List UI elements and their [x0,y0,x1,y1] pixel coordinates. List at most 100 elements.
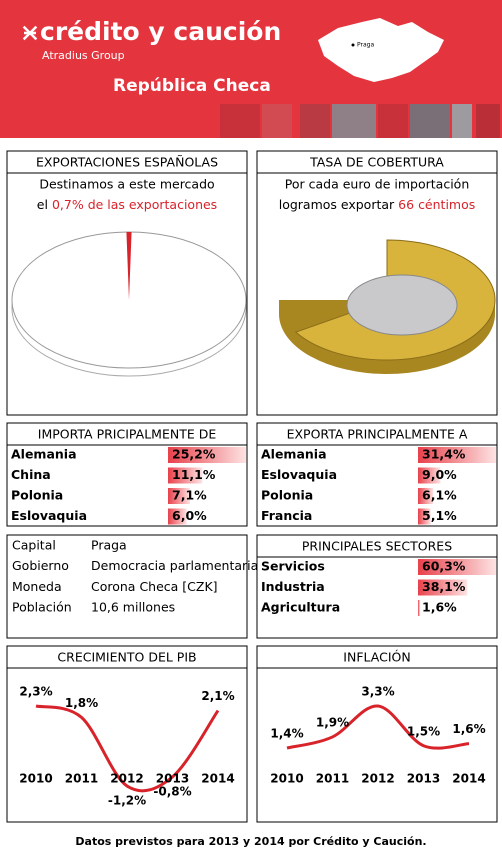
category-label: China [11,467,51,482]
line [286,704,470,750]
value-label: 1,4% [270,727,303,741]
value-label: 9,0% [422,467,457,482]
value-label: 1,5% [407,724,440,738]
logo-mark [22,25,38,41]
x-tick-label: 2011 [65,772,98,786]
panel-text: logramos exportar 66 céntimos [279,197,476,212]
value-label: 6,0% [172,508,207,523]
bar [418,467,441,484]
info-panel [6,534,248,639]
value-label: 60,3% [422,559,466,574]
panel-text: el 0,7% de las exportaciones [37,197,217,212]
panel [6,422,248,527]
bar [168,467,203,484]
category-label: Eslovaquia [11,508,87,523]
panel [256,645,498,823]
x-tick-label: 2013 [407,772,440,786]
panel-title: INFLACIÓN [343,650,410,665]
value-label: 11,1% [172,467,216,482]
info-label: Moneda [12,579,62,594]
value-label: 5,1% [422,508,457,523]
map-label: Praga [357,42,374,49]
x-tick-label: 2014 [201,772,234,786]
value-label: 7,1% [172,488,207,503]
x-tick-label: 2014 [452,772,485,786]
value-label: 31,4% [422,447,466,462]
value-label: -1,2% [108,794,146,808]
panel-title: PRINCIPALES SECTORES [302,539,452,554]
brand-group: Atradius Group [42,49,125,62]
panel-title: EXPORTACIONES ESPAÑOLAS [36,155,218,170]
panel-text: el [37,197,48,212]
x-tick-label: 2012 [110,772,143,786]
bar [168,488,190,504]
bar [418,447,496,463]
category-label: Servicios [261,559,325,574]
bar [418,508,431,525]
panel-text: logramos exportar [279,197,395,212]
info-label: Capital [12,538,56,553]
info-value: Praga [91,538,127,553]
highlight-text: de las exportaciones [88,197,218,212]
info-value: Democracia parlamentaria [91,558,258,573]
coin-center [346,274,458,336]
category-label: Agricultura [261,600,340,615]
value-label: 1,6% [452,722,485,736]
country: República Checa [113,76,271,96]
panel [256,534,498,639]
category-label: Francia [261,508,312,523]
bar [168,508,187,525]
map [318,18,444,82]
map-city [351,43,355,47]
value-label: 38,1% [422,579,466,594]
value-label: 1,6% [422,600,457,615]
footer: Datos previstos para 2013 y 2014 por Cré… [75,835,426,848]
header-blocks [220,104,500,138]
panel-text: Por cada euro de importación [285,177,470,192]
pie-slice [126,232,132,300]
info-label: Población [12,600,72,615]
value-label: 3,3% [361,685,394,699]
x-tick-label: 2012 [361,772,394,786]
info-value: 10,6 millones [91,600,175,615]
category-label: Eslovaquia [261,467,337,482]
bar [418,600,421,616]
info-value: Corona Checa [CZK] [91,579,218,594]
x-tick-label: 2013 [156,772,189,786]
category-label: Polonia [261,488,313,503]
brand: crédito y caución [40,17,281,46]
highlight-value: 0,7% [52,197,84,212]
x-tick-label: 2010 [19,772,52,786]
category-label: Polonia [11,488,63,503]
highlight-text: céntimos [418,197,475,212]
panel [256,422,498,527]
value-label: 6,1% [422,488,457,503]
category-label: Industria [261,579,325,594]
bar [418,488,434,504]
panel-title: EXPORTA PRINCIPALMENTE A [287,427,468,442]
panel-title: CRECIMIENTO DEL PIB [57,650,196,665]
info-label: Gobierno [12,558,69,573]
line [35,704,220,793]
category-label: Alemania [11,447,77,462]
x-tick-label: 2010 [270,772,303,786]
x-tick-label: 2011 [316,772,349,786]
panel-title: TASA DE COBERTURA [309,155,444,170]
value-label: 2,3% [19,685,52,699]
value-label: 25,2% [172,447,216,462]
bar [418,559,496,575]
value-label: 1,9% [316,715,349,729]
category-label: Alemania [261,447,327,462]
bar [168,447,246,463]
bar [418,579,468,596]
highlight-value: 66 [398,197,414,212]
value-label: -0,8% [153,784,191,798]
panel [6,150,248,416]
panel [256,150,498,416]
panel [6,645,248,823]
value-label: 2,1% [201,689,234,703]
value-label: 1,8% [65,696,98,710]
panel-title: IMPORTA PRICIPALMENTE DE [38,427,217,442]
panel-text: Destinamos a este mercado [39,177,214,192]
